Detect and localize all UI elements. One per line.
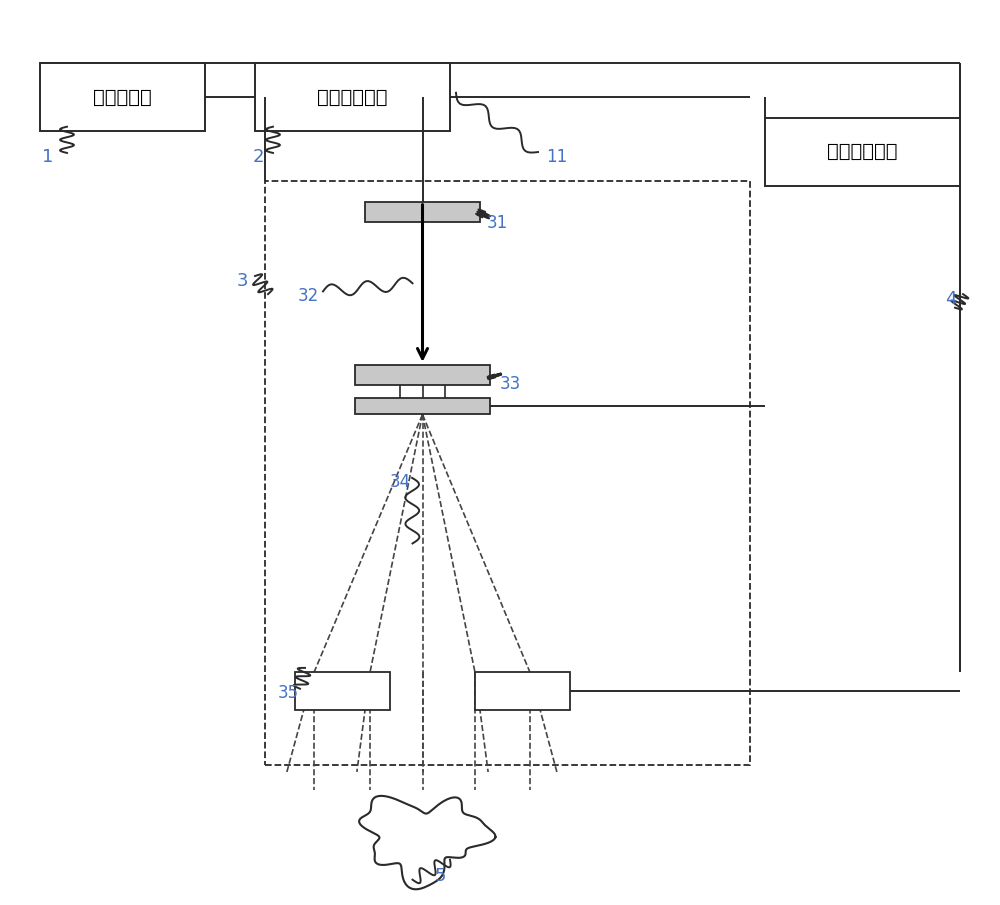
Text: 11: 11 xyxy=(546,148,567,166)
Text: 5: 5 xyxy=(435,867,446,885)
Bar xyxy=(355,365,490,385)
Text: 35: 35 xyxy=(278,684,299,702)
Text: 3: 3 xyxy=(237,272,248,290)
Bar xyxy=(765,118,960,186)
Text: 31: 31 xyxy=(487,214,508,233)
Bar xyxy=(255,63,450,131)
Bar xyxy=(40,63,205,131)
Text: 2: 2 xyxy=(253,148,264,167)
Text: 粒子加速器: 粒子加速器 xyxy=(93,88,152,107)
Bar xyxy=(365,202,480,222)
Text: 照射控制装置: 照射控制装置 xyxy=(827,142,898,161)
Text: 4: 4 xyxy=(945,290,956,308)
Bar xyxy=(475,672,570,710)
Bar xyxy=(295,672,390,710)
Text: 1: 1 xyxy=(42,148,53,167)
Text: 粒子输运装置: 粒子输运装置 xyxy=(317,88,388,107)
Bar xyxy=(265,181,750,765)
Bar xyxy=(355,398,490,414)
Text: 33: 33 xyxy=(500,375,521,393)
Text: 34: 34 xyxy=(390,473,411,491)
Text: 32: 32 xyxy=(298,287,319,305)
